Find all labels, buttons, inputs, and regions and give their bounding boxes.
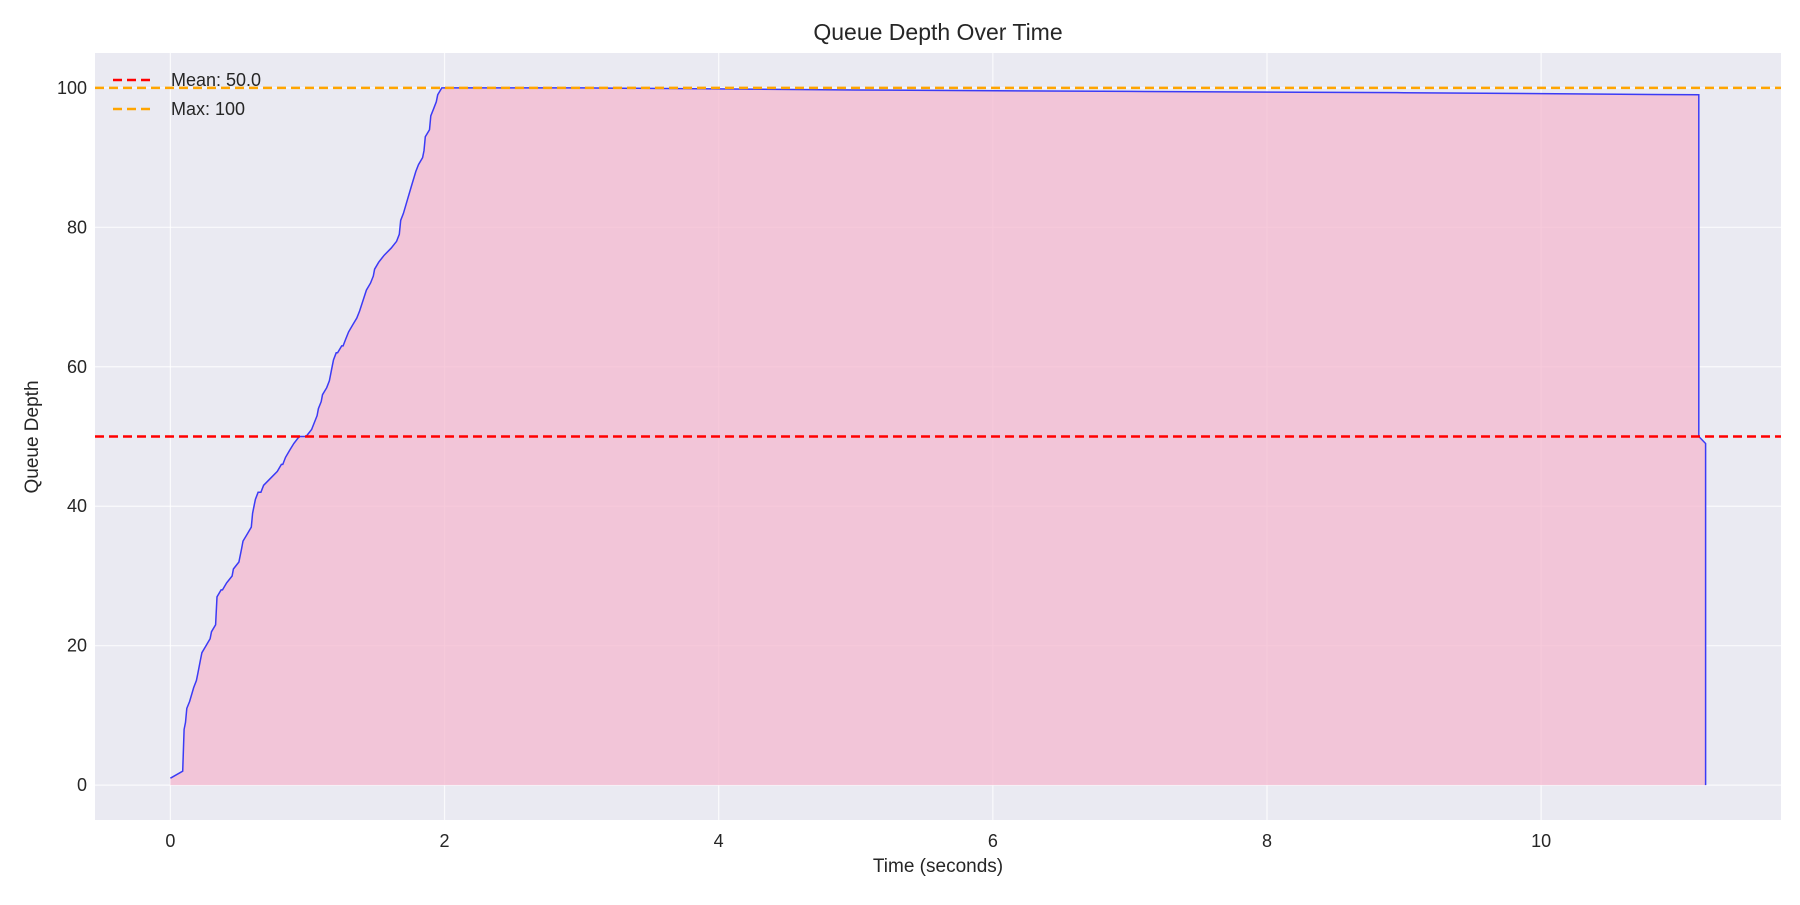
chart-title: Queue Depth Over Time xyxy=(813,19,1062,45)
x-tick-label: 0 xyxy=(165,831,175,851)
legend-mean-label: Mean: 50.0 xyxy=(171,70,261,90)
reference-lines xyxy=(95,86,1781,438)
x-tick-label: 2 xyxy=(440,831,450,851)
y-tick-label: 20 xyxy=(67,636,87,656)
x-tick-label: 6 xyxy=(988,831,998,851)
y-tick-label: 60 xyxy=(67,357,87,377)
legend-max-label: Max: 100 xyxy=(171,99,245,119)
x-tick-label: 10 xyxy=(1531,831,1551,851)
queue-depth-line xyxy=(170,87,1707,786)
y-tick-label: 0 xyxy=(77,775,87,795)
y-tick-label: 80 xyxy=(67,217,87,237)
x-tick-label: 8 xyxy=(1262,831,1272,851)
y-axis-label: Queue Depth xyxy=(22,380,43,493)
x-tick-label: 4 xyxy=(714,831,724,851)
legend: Mean: 50.0 Max: 100 xyxy=(113,70,261,119)
y-tick-label: 40 xyxy=(67,496,87,516)
x-axis-label: Time (seconds) xyxy=(873,856,1003,877)
y-tick-label: 100 xyxy=(57,78,87,98)
